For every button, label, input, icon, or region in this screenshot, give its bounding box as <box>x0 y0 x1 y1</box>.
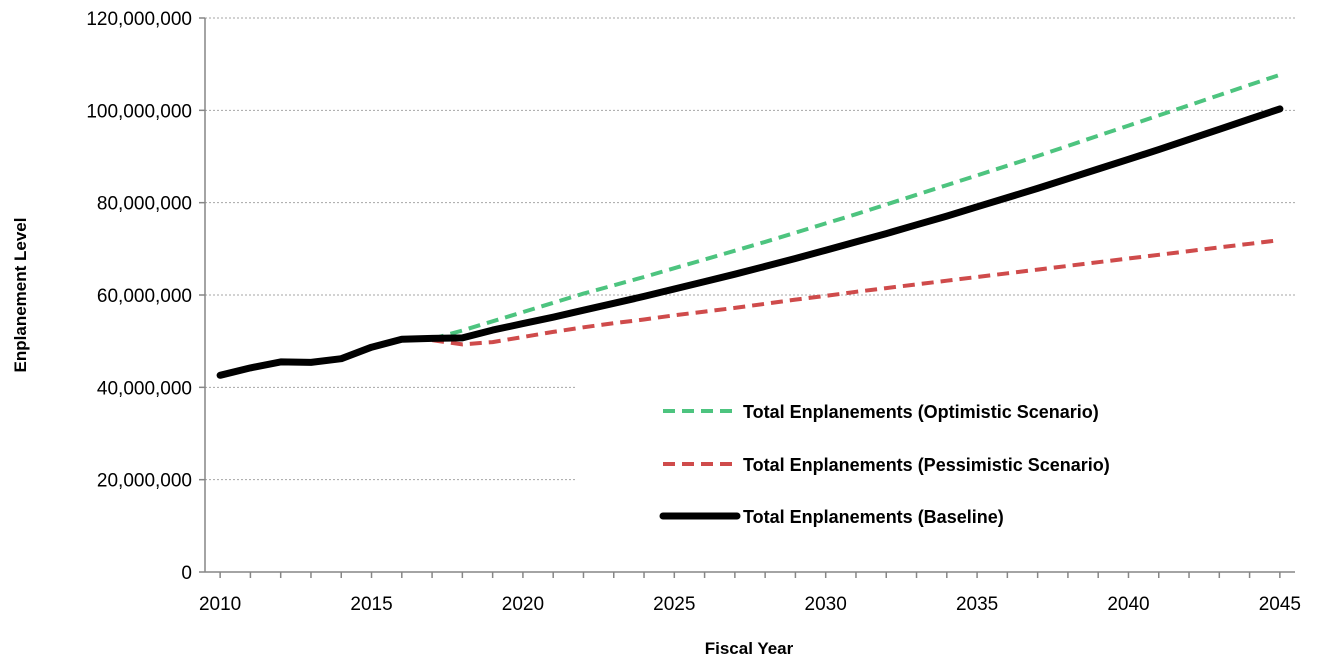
series-line-1 <box>431 238 1281 347</box>
x-tick-label: 2030 <box>805 594 847 615</box>
legend-label-0: Total Enplanements (Optimistic Scenario) <box>743 402 1099 422</box>
y-tick-label: 60,000,000 <box>97 286 192 307</box>
gridlines <box>205 17 1295 481</box>
x-tick-label: 2015 <box>350 594 392 615</box>
x-tick-label: 2045 <box>1259 594 1301 615</box>
x-tick-label: 2035 <box>956 594 998 615</box>
x-axis-title: Fiscal Year <box>705 639 794 658</box>
x-tick-label: 2025 <box>653 594 695 615</box>
x-tick-label: 2020 <box>502 594 544 615</box>
x-tick-label: 2040 <box>1107 594 1149 615</box>
legend-label-2: Total Enplanements (Baseline) <box>743 507 1004 527</box>
y-tick-label: 0 <box>181 563 192 584</box>
y-tick-label: 20,000,000 <box>97 471 192 492</box>
y-tick-label: 40,000,000 <box>97 378 192 399</box>
legend: Total Enplanements (Optimistic Scenario)… <box>659 402 1110 527</box>
x-tick-label: 2010 <box>199 594 241 615</box>
series-line-2 <box>216 105 1284 379</box>
y-axis-title: Enplanement Level <box>11 218 30 373</box>
y-tick-label: 80,000,000 <box>97 194 192 215</box>
y-tick-label: 120,000,000 <box>86 9 192 30</box>
y-tick-label: 100,000,000 <box>86 101 192 122</box>
legend-label-1: Total Enplanements (Pessimistic Scenario… <box>743 455 1110 475</box>
series-line-0 <box>431 72 1281 341</box>
axis-ticks: 0 20,000,000 40,000,000 60,000,000 80,000,00… <box>86 9 1301 615</box>
data-series <box>216 72 1284 379</box>
